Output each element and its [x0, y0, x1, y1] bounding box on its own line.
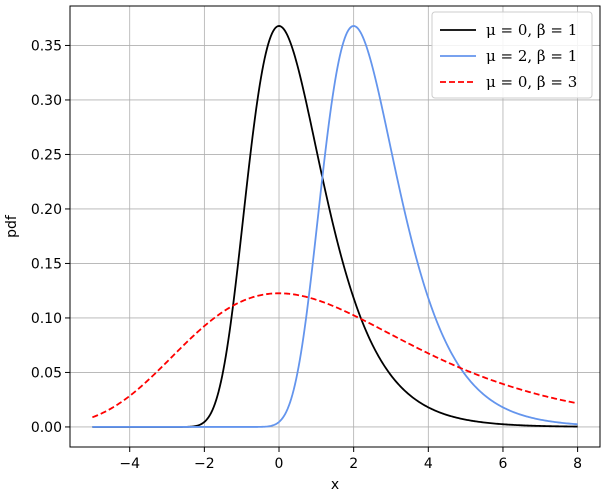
y-tick-label: 0.30 [31, 93, 62, 109]
y-tick-label: 0.10 [31, 311, 62, 327]
y-tick-label: 0.00 [31, 420, 62, 436]
x-tick-label: 4 [424, 456, 433, 472]
legend-label-2: μ = 2, β = 1 [486, 47, 577, 65]
y-tick-label: 0.25 [31, 147, 62, 163]
plot-frame [69, 5, 601, 448]
series-lines [92, 25, 578, 428]
y-tick-label: 0.05 [31, 365, 62, 381]
y-axis-label: pdf [4, 214, 20, 238]
x-tick-label: 6 [498, 456, 507, 472]
y-tick-label: 0.35 [31, 38, 62, 54]
y-tick-label: 0.15 [31, 256, 62, 272]
x-tick-label: −4 [119, 456, 140, 472]
x-axis-label: x [331, 477, 339, 493]
y-tick-label: 0.20 [31, 202, 62, 218]
legend-box [431, 11, 593, 99]
x-tick-label: −2 [194, 456, 215, 472]
series-line-3 [92, 292, 578, 419]
x-tick-label: 8 [573, 456, 582, 472]
legend-label-1: μ = 0, β = 1 [486, 21, 577, 39]
legend-label-3: μ = 0, β = 3 [486, 73, 577, 91]
x-axis: −4 −2 0 2 4 6 8 [119, 447, 582, 472]
y-axis: 0.00 0.05 0.10 0.15 0.20 0.25 0.30 0.35 [31, 38, 70, 436]
x-tick-label: 2 [349, 456, 358, 472]
x-tick-label: 0 [275, 456, 284, 472]
legend: μ = 0, β = 1 μ = 2, β = 1 μ = 0, β = 3 [431, 11, 593, 99]
series-line-2 [92, 25, 578, 428]
